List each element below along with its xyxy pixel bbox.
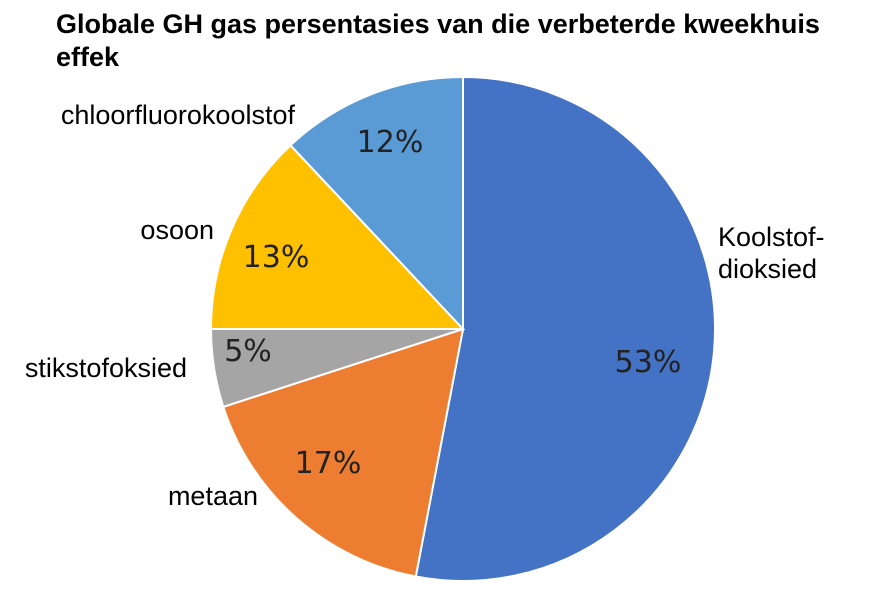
pie-slices [209, 75, 716, 582]
slice-category-label: metaan [168, 481, 258, 511]
slice-category-label: chloorfluorokoolstof [61, 100, 296, 130]
slice-category-label: Koolstof-dioksied [718, 222, 825, 284]
slice-value-label: 5% [224, 334, 272, 369]
slice-category-label-line: Koolstof- [718, 222, 825, 252]
slice-value-label: 12% [357, 125, 424, 160]
slice-value-label: 17% [295, 446, 362, 481]
slice-category-label-line: stikstofoksied [25, 353, 187, 383]
slice-category-label-line: chloorfluorokoolstof [61, 100, 296, 130]
slice-category-label-line: osoon [140, 215, 214, 245]
pie-slice [209, 143, 466, 330]
slice-category-label: stikstofoksied [25, 353, 187, 383]
slice-category-label: osoon [140, 215, 214, 245]
chart-title: Globale GH gas persentasies van die verb… [56, 9, 820, 72]
pie-slice [289, 75, 464, 332]
category-labels: Koolstof-dioksied metaan stikstofoksied oso… [25, 100, 825, 511]
pie-slice [222, 327, 465, 578]
slice-value-label: 53% [615, 345, 682, 380]
slice-category-label-line: metaan [168, 481, 258, 511]
slice-category-label-line: dioksied [718, 254, 817, 284]
pie-slice [414, 75, 716, 582]
slice-value-label: 13% [243, 240, 310, 275]
percentage-labels: 53% 17% 5% 13% 12% [224, 125, 681, 481]
